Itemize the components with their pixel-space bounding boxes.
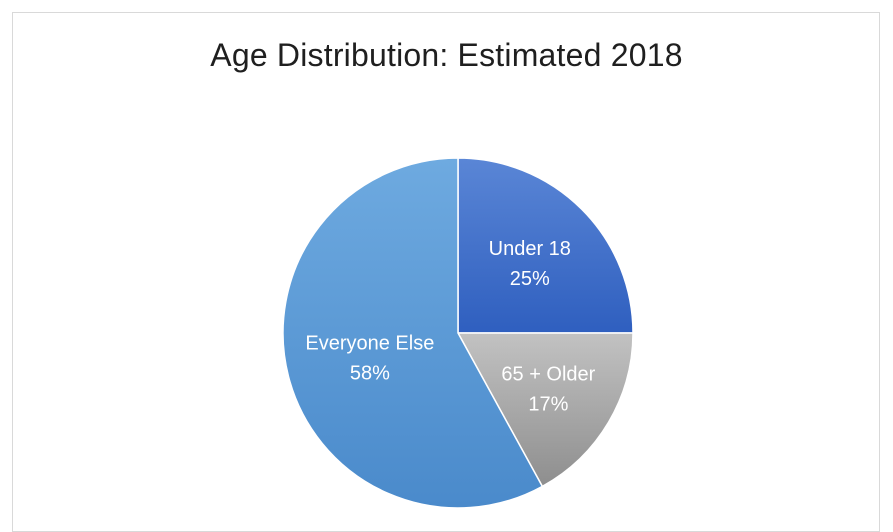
slice-percent-label: 58% xyxy=(350,363,390,385)
slice-category-label: Everyone Else xyxy=(305,333,434,355)
chart-title: Age Distribution: Estimated 2018 xyxy=(210,37,683,73)
pie-slice-65-older xyxy=(456,332,634,488)
slice-percent-label: 25% xyxy=(510,268,550,290)
slice-percent-label: 17% xyxy=(528,393,568,415)
pie-slice-everyone-else xyxy=(282,157,544,509)
slice-category-label: 65 + Older xyxy=(501,363,595,385)
slice-category-label: Under 18 xyxy=(489,238,571,260)
pie-slice-under-18 xyxy=(457,157,634,334)
